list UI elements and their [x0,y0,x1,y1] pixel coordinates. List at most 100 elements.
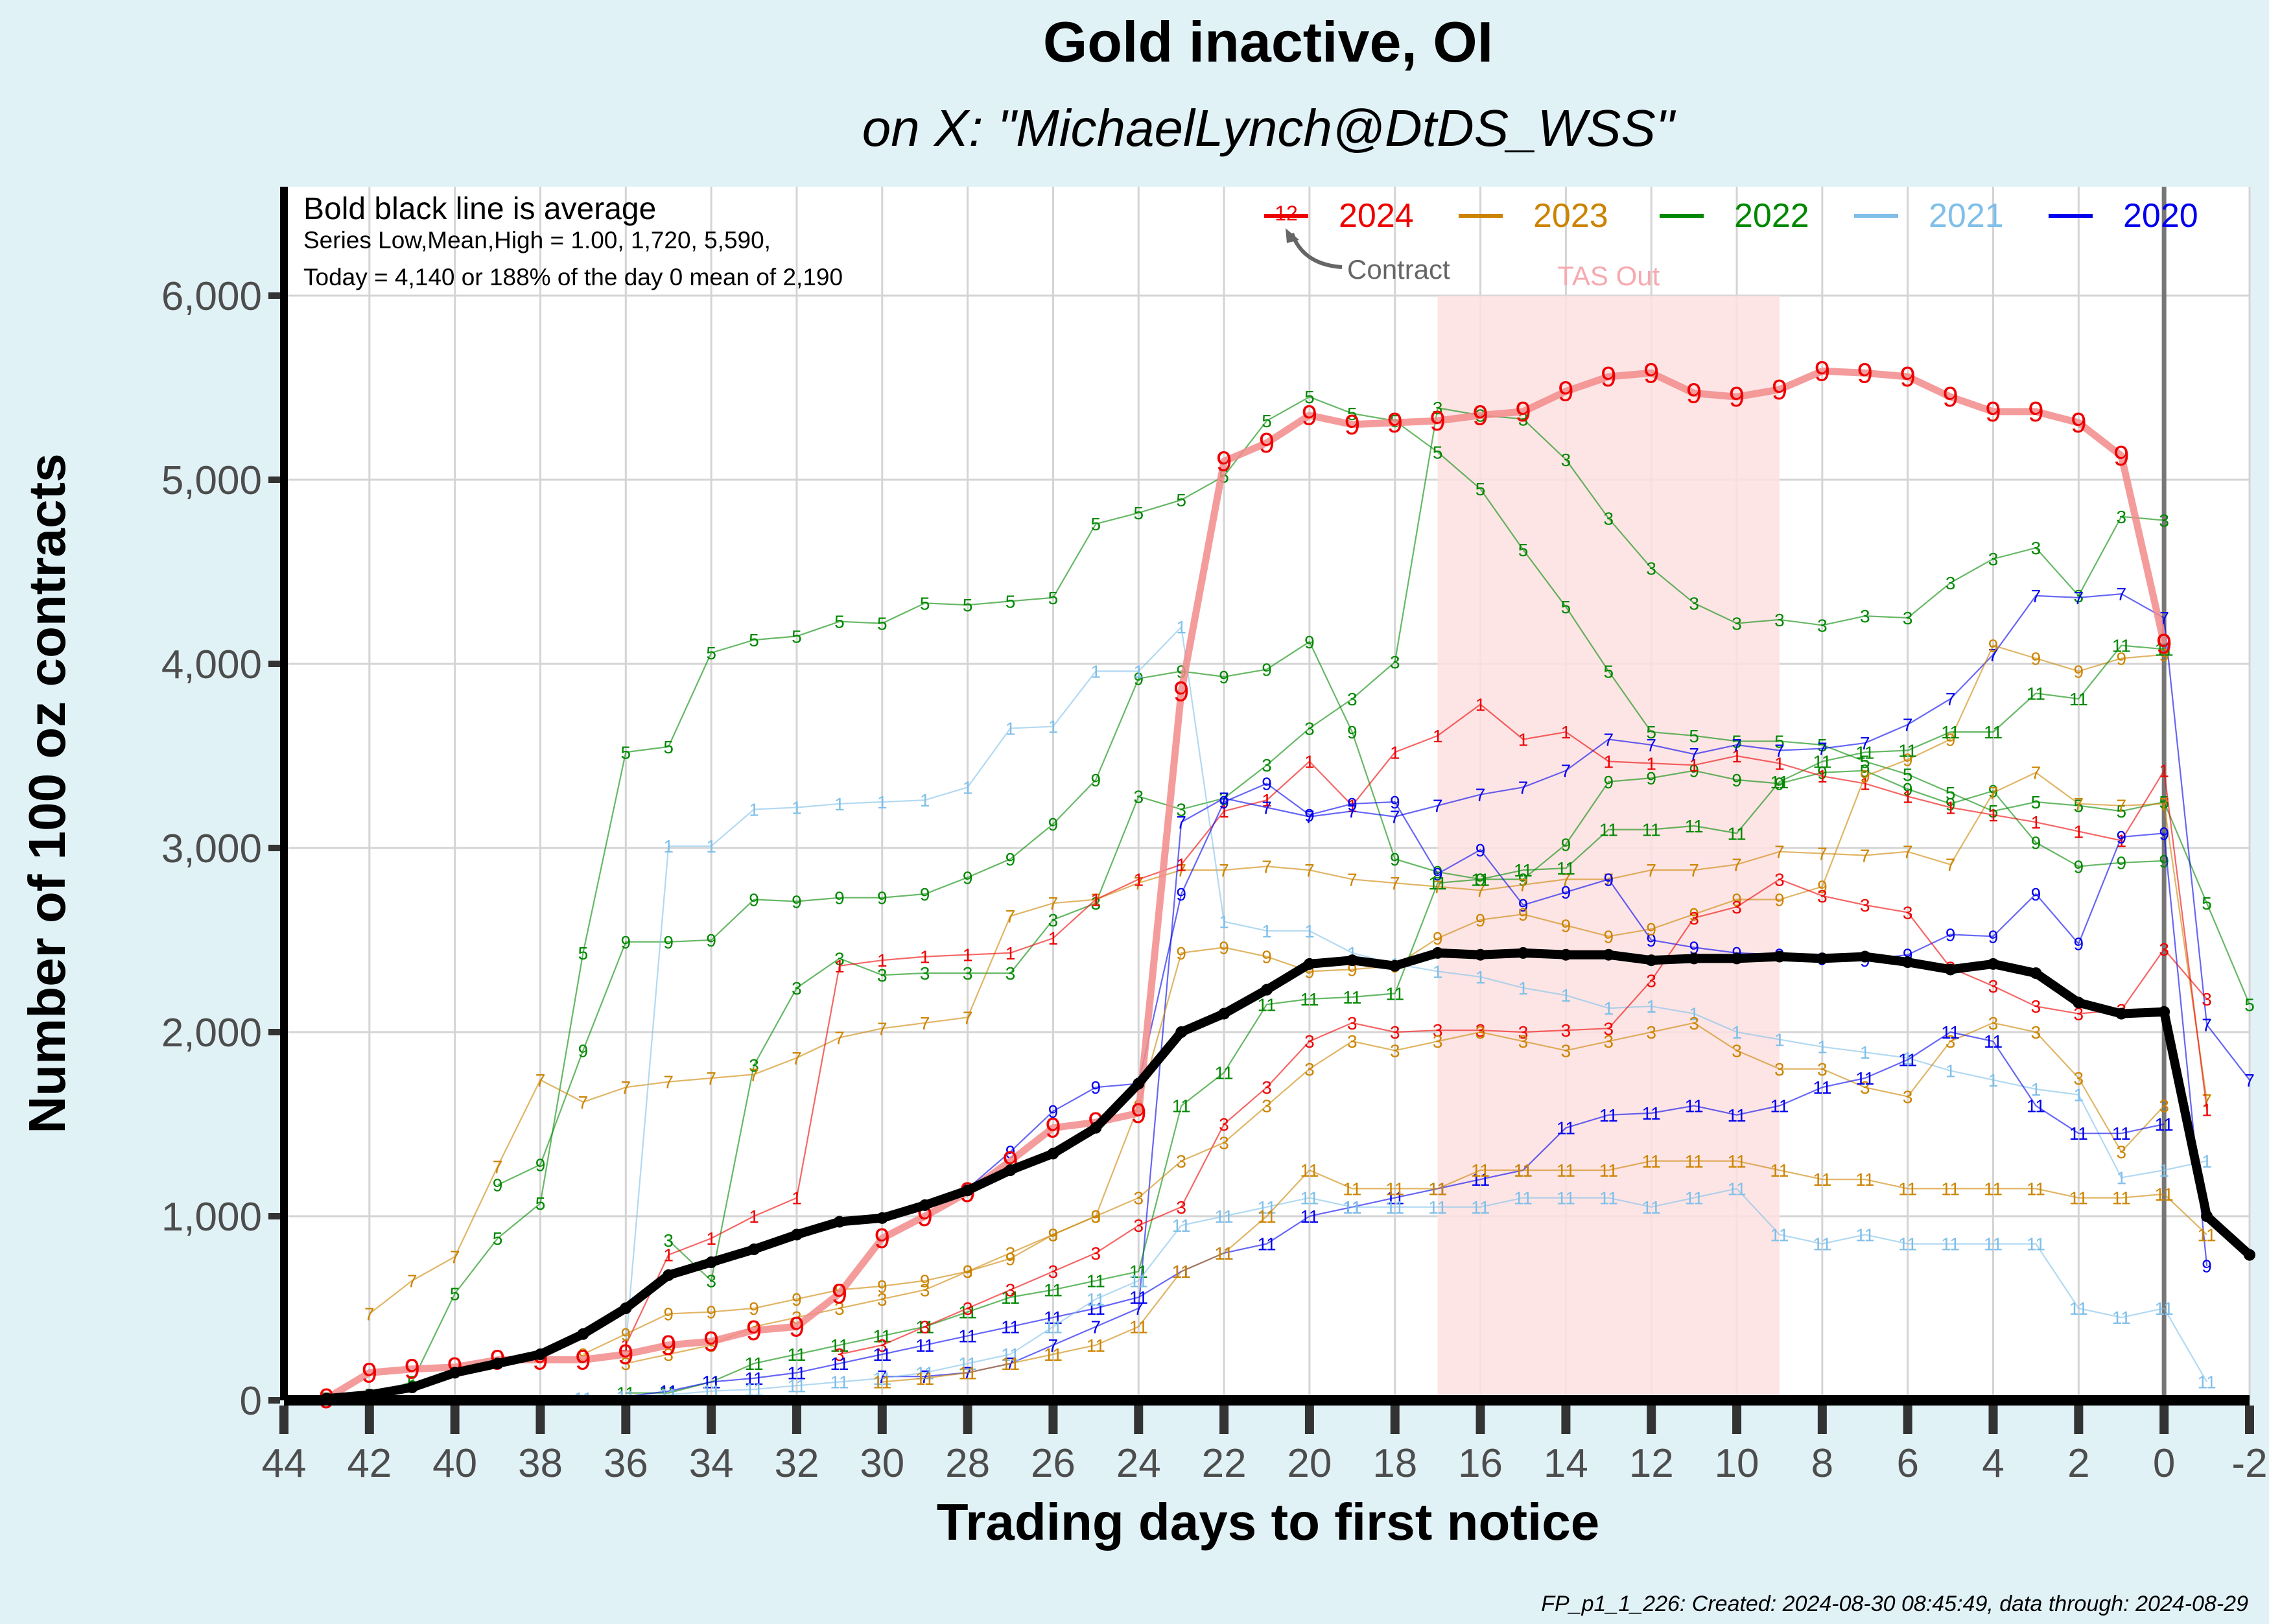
history-point: 11 [1257,1197,1276,1218]
current-year-point: 9 [1131,1098,1146,1129]
history-point: 11 [1898,1050,1917,1070]
history-point: 9 [663,932,674,952]
history-point: 7 [792,1048,802,1068]
history-point: 1 [1433,961,1443,982]
history-point: 11 [1514,1160,1533,1181]
history-point: 3 [2074,586,2084,606]
history-point: 1 [706,1229,716,1249]
history-point: 3 [1903,902,1913,923]
history-point: 9 [963,867,973,888]
current-year-point: 9 [703,1326,719,1358]
footer-note: FP_p1_1_226: Created: 2024-08-30 08:45:4… [1541,1592,2248,1616]
average-point [406,1382,418,1394]
history-point: 5 [2244,994,2255,1015]
history-point: 11 [958,1326,977,1347]
current-year-point: 9 [789,1311,805,1343]
history-point: 11 [1343,1197,1361,1218]
history-point: 7 [2244,1070,2255,1090]
history-point: 3 [1433,1020,1443,1041]
history-point: 11 [1642,1103,1661,1124]
history-point: 11 [1044,1280,1063,1300]
average-point [2115,1007,2128,1020]
history-point: 11 [702,1372,721,1393]
history-point: 7 [407,1271,417,1291]
history-point: 9 [2031,832,2041,853]
history-point: 9 [1604,772,1614,792]
legend-label-2023: 2023 [1533,197,1608,235]
history-point: 3 [1604,1018,1614,1039]
history-point: 11 [1642,1197,1661,1218]
history-point: 11 [1685,1151,1704,1171]
history-line [882,593,2250,1378]
history-point: 3 [1732,614,1742,634]
average-point [1004,1164,1017,1176]
history-point: 5 [834,612,845,632]
history-point: 11 [1813,1077,1831,1098]
history-point: 11 [787,1376,806,1396]
history-point: 3 [1475,1020,1486,1041]
average-point [1389,959,1401,972]
history-point: 1 [1689,1004,1699,1024]
current-year-point: 9 [661,1330,676,1361]
history-point: 5 [1304,387,1315,407]
history-point: 11 [1172,1216,1191,1236]
history-point: 1 [877,950,888,971]
history-point: 1 [1133,661,1144,681]
history-point: 9 [2074,661,2084,681]
history-point: 11 [2027,1096,2045,1116]
x-tick-label: 36 [604,1441,648,1486]
history-point: 3 [1433,1031,1443,1052]
series-2020-7: 7 7 7 7 7 7 7 7 7 7 7 7 7 7 7 7 7 7 7 7 7 7 7 7 7 7 7 7 7 7 7 7 7 [877,584,2255,1387]
history-point: 9 [1604,926,1614,947]
history-point: 11 [958,1363,977,1383]
current-year-point: 9 [1515,396,1531,428]
history-point: 11 [2069,1188,2088,1208]
current-year-point: 9 [1899,361,1915,393]
history-point: 11 [1770,772,1789,792]
average-point [790,1229,803,1241]
history-point: 3 [2159,1096,2169,1116]
history-point: 11 [1898,1234,1917,1254]
history-point: 7 [1518,777,1529,797]
x-tick-label: 42 [347,1441,392,1486]
history-point: 7 [1433,877,1443,897]
history-point: 3 [877,1289,888,1310]
history-point: 3 [1732,1041,1742,1061]
history-point: 3 [1176,799,1186,819]
history-point: 11 [1642,1151,1661,1171]
average-point [534,1348,547,1360]
x-axis-label: Trading days to first notice [937,1493,1599,1551]
history-point: 9 [2074,856,2084,877]
history-point: 7 [1005,906,1016,926]
history-point: 9 [621,1324,631,1345]
history-point: 1 [877,792,888,812]
history-point: 9 [1604,869,1614,889]
history-point: 7 [1817,844,1828,864]
history-point: 3 [1048,1225,1059,1245]
history-point: 11 [1685,1096,1704,1116]
history-point: 3 [1860,1077,1870,1098]
x-tick-label: 2 [2067,1441,2089,1486]
history-point: 9 [1176,884,1186,904]
history-point: 5 [920,593,930,613]
history-point: 7 [1946,689,1956,709]
series-2022-5: 5 5 5 5 5 5 5 5 5 5 5 5 5 5 5 5 5 5 5 5 5 5 5 5 5 5 5 5 5 5 5 5 5 5 5 5 5 5 5 5… [322,387,2255,1409]
history-point: 11 [830,1336,849,1356]
history-point: 11 [1385,983,1404,1004]
history-point: 3 [834,1299,845,1319]
info-line-today: Today = 4,140 or 188% of the day 0 mean … [303,264,843,290]
history-point: 1 [1988,805,1999,825]
average-point [491,1358,504,1370]
history-point: 7 [2116,584,2126,604]
history-point: 3 [1048,910,1059,930]
history-point: 3 [1817,886,1828,906]
history-point: 11 [1984,1234,2003,1254]
history-point: 5 [792,626,802,646]
history-point: 7 [2031,763,2041,783]
history-point: 9 [1946,794,1956,814]
history-point: 7 [1604,729,1614,749]
history-point: 3 [792,978,802,998]
average-point [1346,954,1358,967]
history-point: 9 [1518,895,1529,915]
